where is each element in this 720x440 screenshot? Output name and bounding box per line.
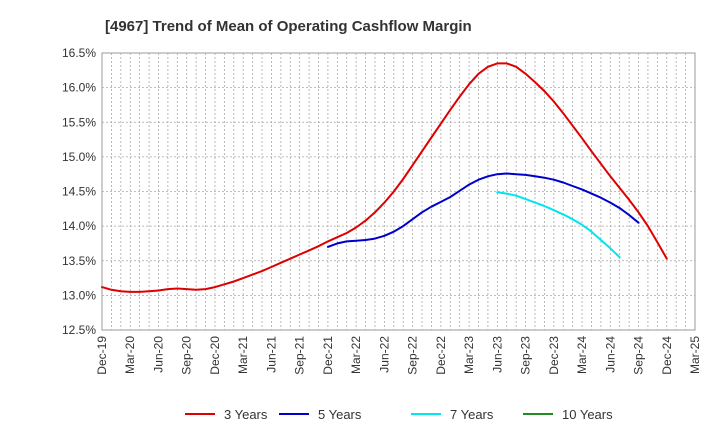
y-tick-label: 16.5%: [62, 46, 96, 60]
x-tick-label: Dec-21: [321, 336, 335, 375]
legend-label-5-years: 5 Years: [318, 407, 362, 422]
y-tick-label: 14.5%: [62, 185, 96, 199]
series-lines: [101, 62, 668, 293]
x-tick-label: Mar-23: [462, 336, 476, 374]
x-tick-label: Mar-21: [236, 336, 250, 374]
x-tick-label: Mar-22: [349, 336, 363, 374]
x-tick-label: Dec-19: [95, 336, 109, 375]
y-tick-label: 15.5%: [62, 115, 96, 129]
x-tick-label: Sep-23: [519, 336, 533, 375]
grid: [102, 53, 695, 330]
legend-label-3-years: 3 Years: [224, 407, 268, 422]
x-tick-label: Dec-22: [434, 336, 448, 375]
y-tick-label: 13.0%: [62, 288, 96, 302]
y-tick-label: 14.0%: [62, 219, 96, 233]
x-tick-label: Sep-21: [293, 336, 307, 375]
series-line-7-years: [496, 191, 621, 259]
y-axis-ticks: 12.5% 13.0% 13.5% 14.0% 14.5% 15.0% 15.5% 16.0%…: [62, 46, 96, 337]
series-line-3-years: [101, 62, 668, 293]
x-tick-label: Dec-20: [208, 336, 222, 375]
series-line-5-years: [326, 172, 640, 248]
x-tick-label: Mar-20: [123, 336, 137, 374]
x-tick-label: Jun-23: [490, 336, 504, 373]
x-tick-label: Jun-22: [377, 336, 391, 373]
x-tick-label: Sep-24: [632, 336, 646, 375]
y-tick-label: 15.0%: [62, 150, 96, 164]
legend: 3 Years 5 Years 7 Years 10 Years: [185, 407, 613, 422]
x-tick-label: Dec-24: [660, 336, 674, 375]
legend-label-10-years: 10 Years: [562, 407, 613, 422]
chart-title: [4967] Trend of Mean of Operating Cashfl…: [105, 18, 472, 35]
x-tick-label: Dec-23: [547, 336, 561, 375]
x-tick-label: Mar-24: [575, 336, 589, 374]
x-tick-label: Jun-21: [264, 336, 278, 373]
x-tick-label: Jun-20: [151, 336, 165, 373]
x-tick-label: Sep-22: [406, 336, 420, 375]
y-tick-label: 16.0%: [62, 81, 96, 95]
x-tick-label: Sep-20: [180, 336, 194, 375]
y-tick-label: 12.5%: [62, 323, 96, 337]
x-axis-ticks: Dec-19 Mar-20 Jun-20 Sep-20 Dec-20 Mar-21 Jun-…: [95, 336, 702, 375]
y-tick-label: 13.5%: [62, 254, 96, 268]
x-tick-label: Jun-24: [603, 336, 617, 373]
x-tick-label: Mar-25: [688, 336, 702, 374]
legend-label-7-years: 7 Years: [450, 407, 494, 422]
